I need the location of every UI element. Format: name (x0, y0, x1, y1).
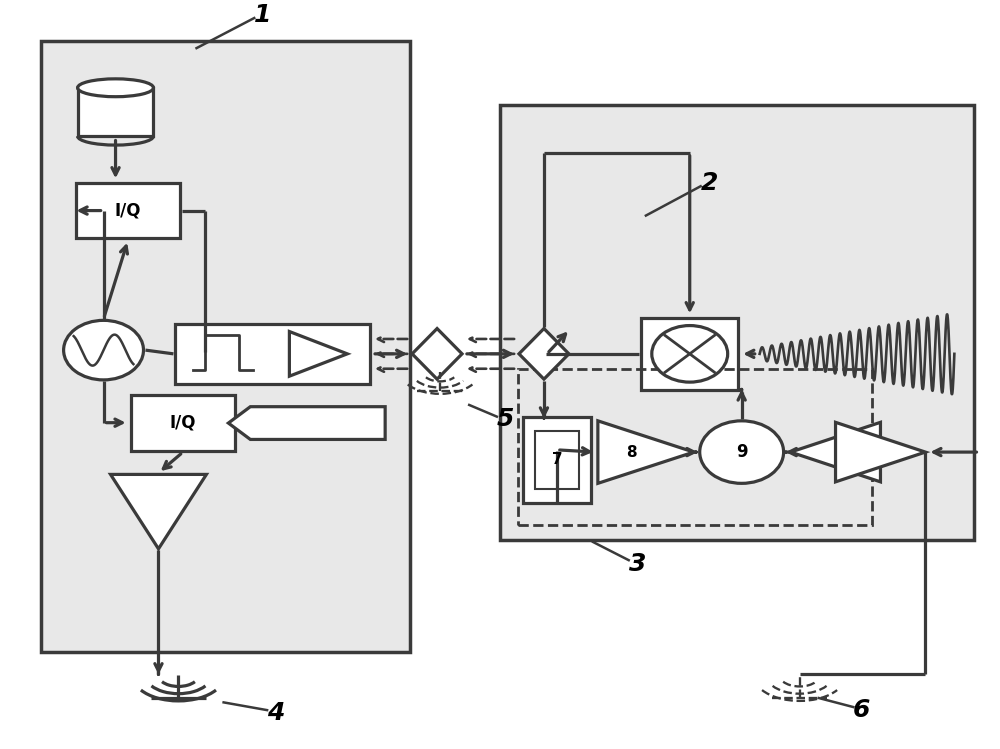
Polygon shape (791, 422, 880, 482)
Polygon shape (289, 332, 347, 376)
Bar (500, 105, 974, 540)
Text: 2: 2 (701, 171, 718, 195)
Polygon shape (228, 407, 385, 440)
Text: 1: 1 (254, 3, 271, 27)
Text: 7: 7 (552, 452, 562, 467)
Bar (518, 369, 872, 525)
Text: 6: 6 (853, 697, 870, 721)
Text: 3: 3 (629, 552, 646, 576)
Ellipse shape (78, 79, 153, 97)
Circle shape (700, 421, 784, 483)
Bar (76, 183, 180, 238)
Text: I/Q: I/Q (170, 413, 196, 431)
Bar (523, 417, 591, 503)
Text: 8: 8 (626, 445, 637, 460)
Bar (131, 395, 235, 451)
Polygon shape (519, 329, 569, 379)
Polygon shape (836, 422, 925, 482)
Text: 9: 9 (736, 443, 747, 461)
Bar (641, 318, 738, 390)
Polygon shape (412, 329, 462, 379)
Bar (175, 324, 370, 383)
Circle shape (652, 326, 728, 382)
Polygon shape (598, 421, 694, 483)
Text: 4: 4 (267, 700, 284, 724)
Bar (78, 88, 153, 136)
Text: I/Q: I/Q (115, 201, 141, 219)
Bar (535, 431, 579, 489)
Circle shape (64, 321, 143, 380)
Text: 5: 5 (496, 407, 514, 431)
Bar (41, 41, 410, 652)
Polygon shape (111, 474, 206, 549)
